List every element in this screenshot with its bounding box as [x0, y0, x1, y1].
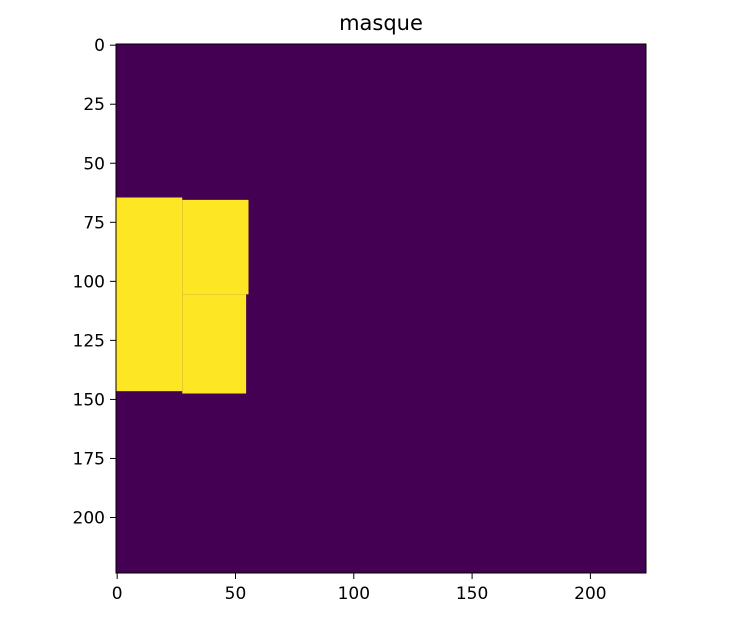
y-tick-label: 175 [73, 449, 105, 469]
y-tick-label: 0 [94, 36, 105, 56]
y-axis: 0 25 50 75 100 125 150 175 200 [73, 36, 116, 529]
mask-region-3 [182, 294, 247, 394]
plot-frame [115, 43, 647, 574]
mask-region-1 [116, 197, 183, 392]
y-tick-label: 150 [73, 390, 105, 410]
x-tick-label: 0 [112, 584, 123, 604]
x-tick-label: 50 [225, 584, 247, 604]
plot-area [115, 43, 647, 574]
y-tick-label: 200 [73, 509, 105, 529]
y-tick-label: 25 [83, 95, 105, 115]
y-tick-label: 100 [73, 272, 105, 292]
x-tick-label: 150 [456, 584, 488, 604]
x-axis: 0 50 100 150 200 [112, 573, 607, 604]
x-tick-label: 100 [338, 584, 370, 604]
y-tick-label: 75 [83, 213, 105, 233]
y-tick-label: 125 [73, 331, 105, 351]
chart-title: masque [339, 11, 423, 35]
x-tick-label: 200 [574, 584, 606, 604]
y-tick-label: 50 [83, 154, 105, 174]
mask-region-2 [182, 199, 249, 295]
